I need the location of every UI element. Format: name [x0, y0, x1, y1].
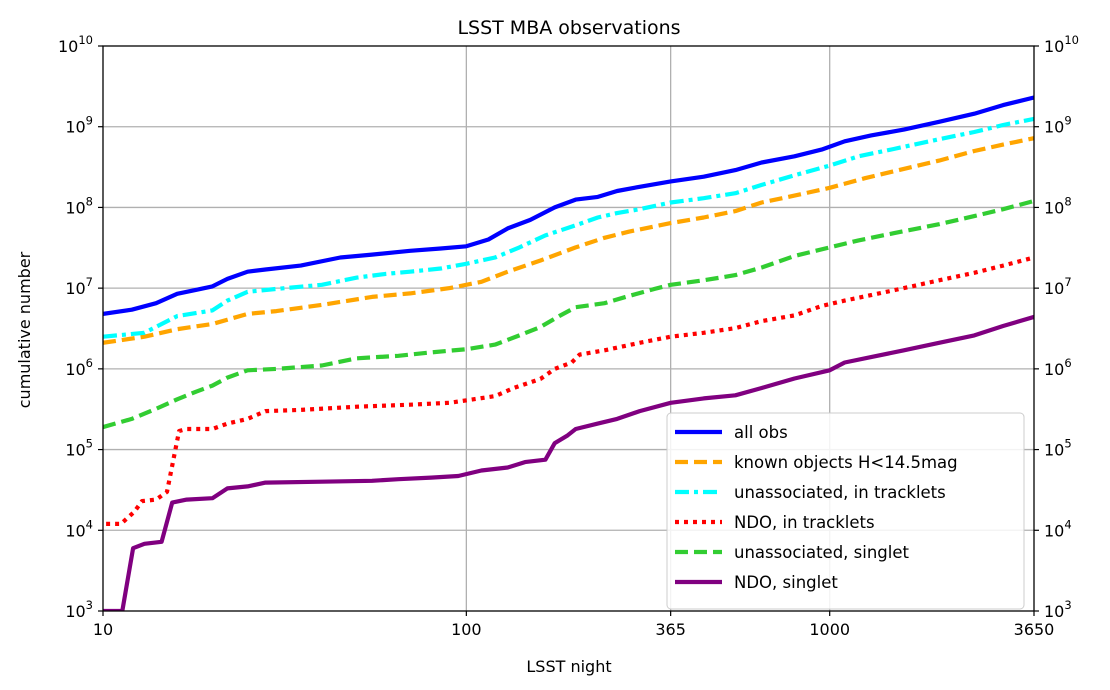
y-tick-label-left: 103 [65, 598, 93, 621]
chart-title: LSST MBA observations [457, 17, 680, 39]
series-line-known-objects-h-14-5mag [103, 136, 1034, 345]
legend-label: unassociated, singlet [734, 543, 910, 562]
legend: all obs known objects H<14.5mag unassociat… [666, 412, 1025, 610]
series-lines [103, 95, 1034, 611]
x-tick-label: 365 [655, 620, 686, 639]
x-tick-label: 10 [93, 620, 113, 639]
y-tick-label-left: 106 [65, 356, 93, 379]
plot-frame [102, 45, 1035, 612]
x-tick-label: 100 [451, 620, 482, 639]
y-tick-label-right: 108 [1044, 194, 1072, 217]
legend-label: known objects H<14.5mag [734, 453, 958, 472]
y-tick-label-left: 109 [65, 114, 93, 137]
grid-lines [103, 46, 1034, 611]
series-line-ndo-singlet [103, 314, 1034, 611]
y-tick-label-left: 107 [65, 275, 93, 298]
y-axis-title: cumulative number [15, 251, 34, 408]
y-tick-label-left: 1010 [58, 33, 93, 56]
x-tick-label: 1000 [809, 620, 850, 639]
y-tick-label-right: 103 [1044, 598, 1072, 621]
x-tick-label: 3650 [1014, 620, 1055, 639]
y-tick-label-right: 105 [1044, 437, 1072, 460]
series-line-all-obs [103, 95, 1034, 316]
legend-label: NDO, singlet [734, 573, 838, 592]
x-axis-title: LSST night [526, 657, 611, 676]
series-line-unassociated-singlet [103, 198, 1034, 430]
y-tick-label-right: 107 [1044, 275, 1072, 298]
series-line-unassociated-in-tracklets [103, 116, 1034, 339]
legend-box [666, 412, 1025, 610]
y-tick-label-right: 109 [1044, 114, 1072, 137]
y-tick-label-right: 106 [1044, 356, 1072, 379]
legend-label: NDO, in tracklets [734, 513, 875, 532]
legend-label: unassociated, in tracklets [734, 483, 946, 502]
legend-label: all obs [734, 423, 788, 442]
y-tick-label-right: 104 [1044, 517, 1072, 540]
series-line-ndo-in-tracklets [106, 255, 1034, 526]
y-tick-label-left: 104 [65, 517, 93, 540]
y-tick-label-left: 108 [65, 194, 93, 217]
y-tick-label-left: 105 [65, 437, 93, 460]
y-tick-label-right: 1010 [1044, 33, 1079, 56]
